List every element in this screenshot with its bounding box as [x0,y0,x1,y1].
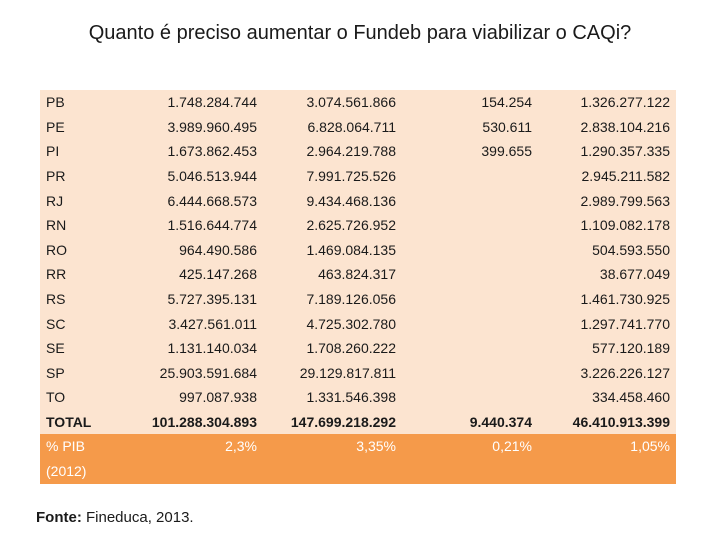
cell-col1: 5.727.395.131 [122,286,263,312]
cell-col2: 3.074.561.866 [263,90,402,115]
state-label: RR [40,262,122,287]
cell-col3 [402,311,538,336]
cell-col4: 1.290.357.335 [538,139,676,164]
table-row: RR 425.147.268 463.824.317 38.677.049 [40,262,676,287]
data-table: PB 1.748.284.744 3.074.561.866 154.254 1… [40,90,676,485]
cell-col3 [402,237,538,263]
cell-col2: 463.824.317 [263,262,402,287]
cell-col4: 577.120.189 [538,335,676,361]
total-col2: 147.699.218.292 [263,409,402,435]
cell-col1: 1.131.140.034 [122,335,263,361]
total-col4: 46.410.913.399 [538,409,676,435]
cell-col3: 530.611 [402,114,538,140]
source-text: Fineduca, 2013. [81,509,194,526]
table-row: RO 964.490.586 1.469.084.135 504.593.550 [40,237,676,263]
cell-col1: 1.516.644.774 [122,212,263,238]
cell-col3 [402,360,538,386]
total-row: TOTAL 101.288.304.893 147.699.218.292 9.… [40,409,676,435]
pib-col1: 2,3% [122,434,263,485]
table-row: PE 3.989.960.495 6.828.064.711 530.611 2… [40,114,676,140]
state-label: PB [40,90,122,115]
state-label: SP [40,360,122,386]
page-title: Quanto é preciso aumentar o Fundeb para … [88,22,632,44]
cell-col3 [402,262,538,287]
cell-col4: 38.677.049 [538,262,676,287]
state-label: TO [40,385,122,410]
state-label: RJ [40,188,122,213]
cell-col1: 425.147.268 [122,262,263,287]
cell-col4: 334.458.460 [538,385,676,410]
state-label: PE [40,114,122,140]
cell-col1: 964.490.586 [122,237,263,263]
cell-col3 [402,335,538,361]
cell-col1: 1.673.862.453 [122,139,263,164]
state-label: SE [40,335,122,361]
cell-col1: 3.989.960.495 [122,114,263,140]
table-row: SP 25.903.591.684 29.129.817.811 3.226.2… [40,360,676,386]
cell-col2: 9.434.468.136 [263,188,402,213]
cell-col2: 1.331.546.398 [263,385,402,410]
pib-col2: 3,35% [263,434,402,485]
cell-col3 [402,286,538,312]
pib-label-line2: (2012) [46,463,87,480]
cell-col4: 1.297.741.770 [538,311,676,336]
table-row: SE 1.131.140.034 1.708.260.222 577.120.1… [40,335,676,361]
cell-col2: 6.828.064.711 [263,114,402,140]
cell-col2: 29.129.817.811 [263,360,402,386]
cell-col2: 7.991.725.526 [263,163,402,189]
cell-col4: 2.945.211.582 [538,163,676,189]
table-row: PI 1.673.862.453 2.964.219.788 399.655 1… [40,139,676,164]
cell-col3 [402,163,538,189]
pib-row: % PIB (2012) 2,3% 3,35% 0,21% 1,05% [40,434,676,485]
cell-col4: 3.226.226.127 [538,360,676,386]
cell-col4: 1.326.277.122 [538,90,676,115]
state-label: RO [40,237,122,263]
pib-label: % PIB (2012) [40,434,122,485]
cell-col3 [402,385,538,410]
total-col3: 9.440.374 [402,409,538,435]
cell-col4: 1.109.082.178 [538,212,676,238]
source-note: Fonte: Fineduca, 2013. [36,509,194,526]
state-label: RS [40,286,122,312]
cell-col1: 3.427.561.011 [122,311,263,336]
cell-col2: 2.964.219.788 [263,139,402,164]
table-row: RS 5.727.395.131 7.189.126.056 1.461.730… [40,286,676,312]
cell-col3: 399.655 [402,139,538,164]
table-row: SC 3.427.561.011 4.725.302.780 1.297.741… [40,311,676,336]
cell-col3 [402,188,538,213]
pib-col4: 1,05% [538,434,676,485]
state-label: RN [40,212,122,238]
table-row: RN 1.516.644.774 2.625.726.952 1.109.082… [40,212,676,238]
cell-col4: 2.838.104.216 [538,114,676,140]
cell-col3 [402,212,538,238]
cell-col2: 2.625.726.952 [263,212,402,238]
pib-label-line1: % PIB [46,438,85,455]
state-label: PR [40,163,122,189]
pib-col3: 0,21% [402,434,538,485]
cell-col1: 25.903.591.684 [122,360,263,386]
total-col1: 101.288.304.893 [122,409,263,435]
source-label: Fonte: [36,509,82,526]
cell-col3: 154.254 [402,90,538,115]
cell-col4: 504.593.550 [538,237,676,263]
state-label: PI [40,139,122,164]
table-row: TO 997.087.938 1.331.546.398 334.458.460 [40,385,676,410]
cell-col1: 997.087.938 [122,385,263,410]
table-row: PR 5.046.513.944 7.991.725.526 2.945.211… [40,163,676,189]
cell-col4: 2.989.799.563 [538,188,676,213]
cell-col1: 6.444.668.573 [122,188,263,213]
state-label: SC [40,311,122,336]
cell-col1: 5.046.513.944 [122,163,263,189]
table-row: RJ 6.444.668.573 9.434.468.136 2.989.799… [40,188,676,213]
table-row: PB 1.748.284.744 3.074.561.866 154.254 1… [40,90,676,115]
cell-col2: 1.708.260.222 [263,335,402,361]
cell-col1: 1.748.284.744 [122,90,263,115]
cell-col2: 4.725.302.780 [263,311,402,336]
cell-col4: 1.461.730.925 [538,286,676,312]
total-label: TOTAL [40,409,122,435]
cell-col2: 1.469.084.135 [263,237,402,263]
cell-col2: 7.189.126.056 [263,286,402,312]
